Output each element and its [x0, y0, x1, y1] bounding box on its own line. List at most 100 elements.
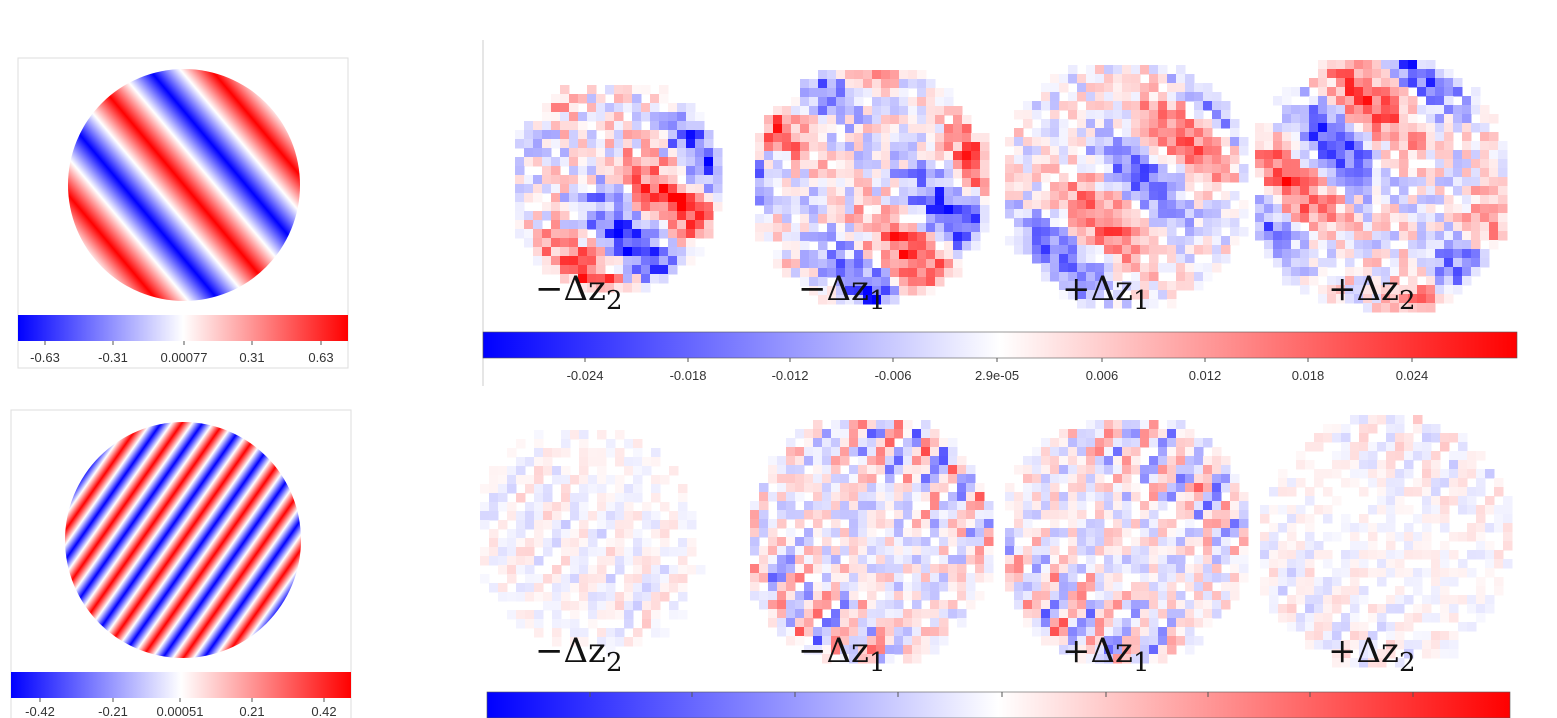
pixel	[642, 466, 652, 476]
pixel	[885, 645, 895, 655]
pixel	[552, 565, 562, 575]
pixel	[596, 220, 606, 230]
pixel	[1318, 96, 1328, 106]
pixel	[863, 268, 873, 278]
pixel	[686, 103, 696, 113]
pixel	[1422, 604, 1432, 614]
pixel	[650, 148, 660, 158]
pixel	[1368, 604, 1378, 614]
pixel	[561, 448, 571, 458]
pixel	[1291, 231, 1301, 241]
pixel	[1287, 559, 1297, 569]
pixel	[867, 537, 877, 547]
pixel	[570, 547, 580, 557]
pixel	[845, 196, 855, 206]
pixel	[1167, 173, 1177, 183]
pixel	[881, 160, 891, 170]
pixel	[1068, 600, 1078, 610]
pixel	[1158, 209, 1168, 219]
pixel	[966, 555, 976, 565]
pixel	[836, 196, 846, 206]
pixel	[818, 277, 828, 287]
pixel	[1104, 429, 1114, 439]
pixel	[1149, 119, 1159, 129]
pixel	[1273, 258, 1283, 268]
pixel	[534, 502, 544, 512]
pixel	[1077, 137, 1087, 147]
pixel	[1086, 110, 1096, 120]
pixel	[1023, 155, 1033, 165]
pixel	[1336, 213, 1346, 223]
pixel	[1176, 92, 1186, 102]
pixel	[569, 103, 579, 113]
pixel	[597, 484, 607, 494]
pixel	[1230, 227, 1240, 237]
pixel	[1458, 595, 1468, 605]
pixel	[624, 457, 634, 467]
pixel	[614, 85, 624, 95]
pixel	[1086, 236, 1096, 246]
pixel	[1345, 294, 1355, 304]
pixel	[1431, 559, 1441, 569]
pixel	[632, 229, 642, 239]
pixel	[1113, 254, 1123, 264]
pixel	[1426, 222, 1436, 232]
pixel	[1422, 631, 1432, 641]
pixel	[1005, 573, 1015, 583]
pixel	[1068, 254, 1078, 264]
pixel	[1273, 123, 1283, 133]
pixel	[800, 187, 810, 197]
pixel	[1377, 478, 1387, 488]
pixel	[944, 142, 954, 152]
pixel	[863, 79, 873, 89]
pixel	[516, 439, 526, 449]
pixel	[1185, 582, 1195, 592]
pixel	[1122, 447, 1132, 457]
pixel	[659, 130, 669, 140]
pixel	[1176, 74, 1186, 84]
pixel	[633, 529, 643, 539]
pixel	[777, 510, 787, 520]
pixel	[1176, 182, 1186, 192]
pixel	[1332, 451, 1342, 461]
pixel	[579, 430, 589, 440]
pixel	[1390, 123, 1400, 133]
pixel	[1158, 164, 1168, 174]
pixel	[624, 637, 634, 647]
pixel	[516, 457, 526, 467]
pixel	[614, 157, 624, 167]
pixel	[1341, 568, 1351, 578]
pixel	[1167, 546, 1177, 556]
pixel	[1158, 447, 1168, 457]
pixel	[651, 583, 661, 593]
pixel	[854, 97, 864, 107]
pixel	[1341, 658, 1351, 668]
pixel	[1041, 609, 1051, 619]
pixel	[822, 564, 832, 574]
pixel	[1309, 231, 1319, 241]
pixel	[1095, 281, 1105, 291]
pixel	[1363, 186, 1373, 196]
pixel	[1158, 609, 1168, 619]
pixel	[935, 124, 945, 134]
pixel	[1395, 433, 1405, 443]
pixel	[551, 112, 561, 122]
pixel	[831, 618, 841, 628]
pixel	[1435, 114, 1445, 124]
pixel	[944, 232, 954, 242]
pixel	[1095, 519, 1105, 529]
pixel	[1390, 285, 1400, 295]
pixel	[975, 537, 985, 547]
pixel	[1426, 150, 1436, 160]
pixel	[1345, 222, 1355, 232]
pixel	[1158, 218, 1168, 228]
pixel	[641, 220, 651, 230]
pixel	[606, 610, 616, 620]
pixel	[984, 528, 994, 538]
pixel	[1458, 559, 1468, 569]
pixel	[1104, 483, 1114, 493]
pixel	[1131, 456, 1141, 466]
pixel	[881, 250, 891, 260]
pixel	[704, 220, 714, 230]
pixel	[1278, 604, 1288, 614]
